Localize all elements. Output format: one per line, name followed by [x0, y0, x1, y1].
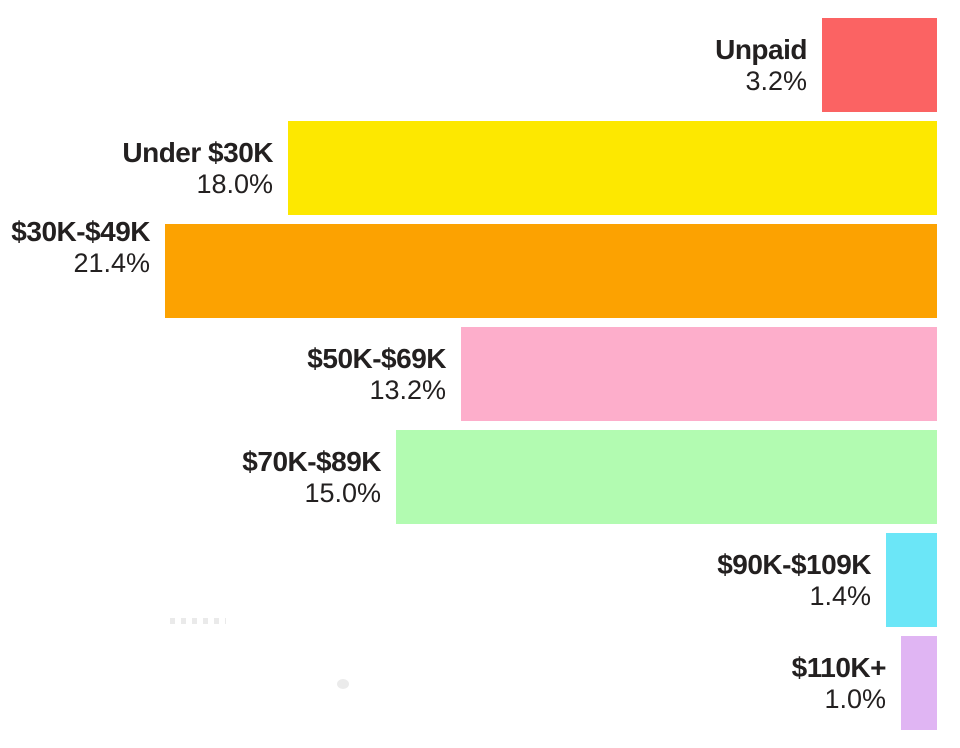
- category-label: Unpaid: [715, 33, 807, 65]
- bar-90k-109k: [886, 533, 937, 627]
- bar-row-110k-plus: $110K+ 1.0%: [0, 636, 937, 730]
- value-label: 1.4%: [809, 580, 871, 611]
- bar-under-30k: [288, 121, 937, 215]
- value-label: 3.2%: [745, 65, 807, 96]
- value-label: 1.0%: [824, 683, 886, 714]
- value-label: 21.4%: [73, 248, 150, 278]
- category-label: $50K-$69K: [307, 342, 446, 374]
- label-block-70k-89k: $70K-$89K 15.0%: [242, 446, 396, 509]
- label-block-50k-69k: $50K-$69K 13.2%: [307, 343, 461, 406]
- category-label: Under $30K: [122, 136, 273, 168]
- label-block-110k-plus: $110K+ 1.0%: [792, 652, 901, 715]
- category-label: $30K-$49K: [11, 216, 150, 247]
- bar-110k-plus: [901, 636, 937, 730]
- bar-row-unpaid: Unpaid 3.2%: [0, 18, 937, 112]
- category-label: $110K+: [791, 651, 887, 683]
- label-block-30k-49k: $30K-$49K 21.4%: [11, 216, 165, 279]
- bar-70k-89k: [396, 430, 937, 524]
- value-label: 18.0%: [196, 168, 273, 199]
- bar-unpaid: [822, 18, 937, 112]
- bar-row-70k-89k: $70K-$89K 15.0%: [0, 430, 937, 524]
- value-label: 15.0%: [304, 477, 381, 508]
- category-label: $70K-$89K: [242, 445, 381, 477]
- label-block-unpaid: Unpaid 3.2%: [715, 34, 822, 97]
- value-label: 13.2%: [369, 374, 446, 405]
- bar-row-90k-109k: $90K-$109K 1.4%: [0, 533, 937, 627]
- bar-row-50k-69k: $50K-$69K 13.2%: [0, 327, 937, 421]
- category-label: $90K-$109K: [717, 548, 871, 580]
- label-block-90k-109k: $90K-$109K 1.4%: [717, 549, 886, 612]
- bar-row-30k-49k: $30K-$49K 21.4%: [0, 216, 937, 318]
- bar-50k-69k: [461, 327, 937, 421]
- bar-30k-49k: [165, 224, 937, 318]
- label-block-under-30k: Under $30K 18.0%: [122, 137, 288, 200]
- bar-row-under-30k: Under $30K 18.0%: [0, 121, 937, 215]
